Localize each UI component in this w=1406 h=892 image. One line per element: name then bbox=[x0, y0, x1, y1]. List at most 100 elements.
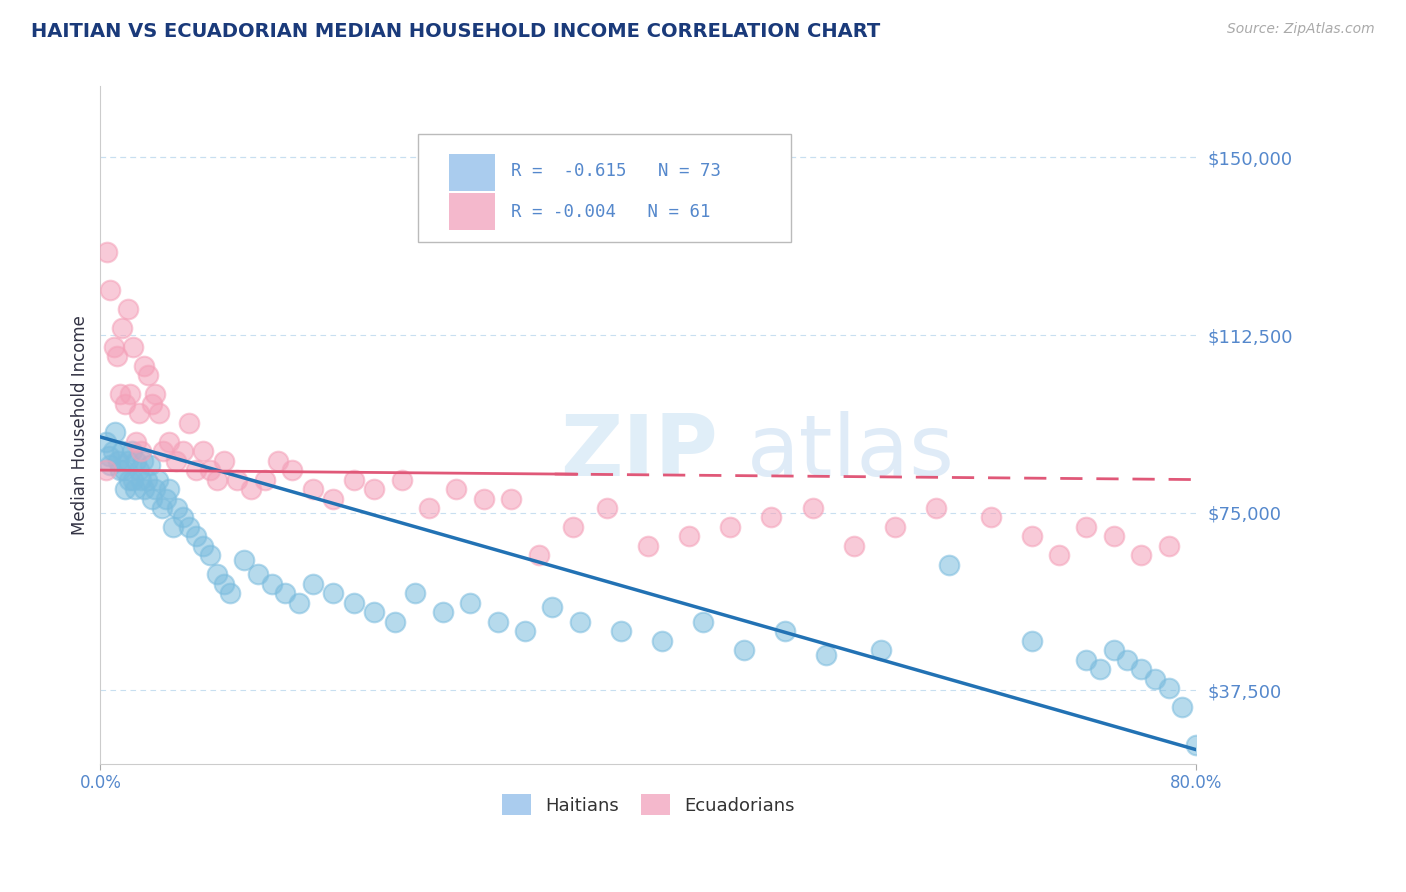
Point bbox=[124, 482, 146, 496]
Point bbox=[122, 473, 145, 487]
Point bbox=[870, 643, 893, 657]
Point bbox=[117, 301, 139, 316]
Point bbox=[98, 458, 121, 473]
Point bbox=[281, 463, 304, 477]
Point bbox=[761, 510, 783, 524]
Point bbox=[240, 482, 263, 496]
Point bbox=[842, 539, 865, 553]
Point bbox=[155, 491, 177, 506]
Point bbox=[111, 444, 134, 458]
Point bbox=[157, 434, 180, 449]
Point bbox=[103, 340, 125, 354]
Point bbox=[596, 501, 619, 516]
Point bbox=[186, 463, 208, 477]
Point bbox=[980, 510, 1002, 524]
Text: ZIP: ZIP bbox=[561, 410, 718, 493]
Point bbox=[301, 482, 323, 496]
Point bbox=[1021, 529, 1043, 543]
FancyBboxPatch shape bbox=[449, 193, 495, 230]
Text: R = -0.004   N = 61: R = -0.004 N = 61 bbox=[512, 202, 710, 220]
Point bbox=[486, 615, 509, 629]
Point bbox=[117, 453, 139, 467]
Point bbox=[96, 245, 118, 260]
Point bbox=[105, 350, 128, 364]
Point bbox=[135, 473, 157, 487]
Point bbox=[179, 520, 201, 534]
Point bbox=[128, 406, 150, 420]
Point bbox=[191, 444, 214, 458]
Point bbox=[108, 387, 131, 401]
Point bbox=[301, 576, 323, 591]
Point bbox=[97, 449, 120, 463]
Point bbox=[1157, 539, 1180, 553]
Point bbox=[513, 624, 536, 639]
Point bbox=[1157, 681, 1180, 695]
Point bbox=[363, 605, 385, 619]
Legend: Haitians, Ecuadorians: Haitians, Ecuadorians bbox=[495, 788, 801, 822]
Point bbox=[148, 406, 170, 420]
Point bbox=[678, 529, 700, 543]
Point bbox=[692, 615, 714, 629]
Point bbox=[166, 501, 188, 516]
Point bbox=[143, 387, 166, 401]
Point bbox=[212, 576, 235, 591]
Point bbox=[125, 434, 148, 449]
Point bbox=[391, 473, 413, 487]
Text: atlas: atlas bbox=[747, 410, 955, 493]
Point bbox=[114, 397, 136, 411]
Point bbox=[1143, 672, 1166, 686]
Point bbox=[1171, 700, 1194, 714]
Point bbox=[198, 549, 221, 563]
Point bbox=[141, 397, 163, 411]
Point bbox=[384, 615, 406, 629]
Text: Source: ZipAtlas.com: Source: ZipAtlas.com bbox=[1227, 22, 1375, 37]
Point bbox=[527, 549, 550, 563]
Point bbox=[125, 453, 148, 467]
Point bbox=[120, 387, 142, 401]
Point bbox=[432, 605, 454, 619]
Point bbox=[138, 458, 160, 473]
Point bbox=[134, 482, 156, 496]
Point bbox=[733, 643, 755, 657]
Point bbox=[98, 283, 121, 297]
Point bbox=[1185, 738, 1208, 752]
Point bbox=[253, 473, 276, 487]
Point bbox=[1102, 643, 1125, 657]
Point bbox=[152, 444, 174, 458]
Point bbox=[226, 473, 249, 487]
Point bbox=[925, 501, 948, 516]
Point bbox=[165, 453, 187, 467]
Point bbox=[458, 596, 481, 610]
Point bbox=[162, 520, 184, 534]
Point bbox=[1076, 520, 1098, 534]
Point bbox=[363, 482, 385, 496]
Point bbox=[404, 586, 426, 600]
Point bbox=[883, 520, 905, 534]
Point bbox=[146, 473, 169, 487]
Point bbox=[1021, 633, 1043, 648]
Point bbox=[186, 529, 208, 543]
Point bbox=[114, 482, 136, 496]
FancyBboxPatch shape bbox=[418, 134, 790, 242]
Point bbox=[651, 633, 673, 648]
Point bbox=[1130, 549, 1153, 563]
Point bbox=[179, 416, 201, 430]
Point bbox=[198, 463, 221, 477]
Point bbox=[274, 586, 297, 600]
Text: HAITIAN VS ECUADORIAN MEDIAN HOUSEHOLD INCOME CORRELATION CHART: HAITIAN VS ECUADORIAN MEDIAN HOUSEHOLD I… bbox=[31, 22, 880, 41]
Point bbox=[1076, 652, 1098, 666]
Point bbox=[112, 463, 135, 477]
Point bbox=[472, 491, 495, 506]
Point bbox=[118, 473, 141, 487]
Point bbox=[801, 501, 824, 516]
Point bbox=[212, 453, 235, 467]
Point bbox=[128, 463, 150, 477]
Point bbox=[610, 624, 633, 639]
Point bbox=[637, 539, 659, 553]
Point bbox=[108, 463, 131, 477]
Point bbox=[815, 648, 838, 662]
Point bbox=[157, 482, 180, 496]
Point bbox=[131, 473, 153, 487]
Point bbox=[172, 444, 194, 458]
Point bbox=[773, 624, 796, 639]
